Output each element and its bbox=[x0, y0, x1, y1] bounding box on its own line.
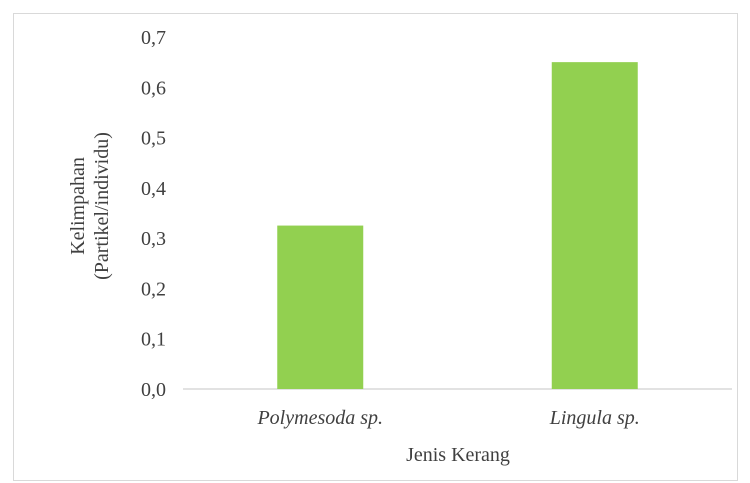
y-axis-title-line-1: Kelimpahan bbox=[67, 157, 89, 255]
bars bbox=[277, 62, 638, 390]
y-tick-label: 0,1 bbox=[141, 329, 166, 351]
x-axis-title: Jenis Kerang bbox=[406, 444, 510, 466]
y-tick-label: 0,4 bbox=[141, 178, 166, 200]
y-axis-title-line-2: (Partikel/individu) bbox=[91, 132, 113, 280]
x-tick-label: Lingula sp. bbox=[549, 407, 640, 429]
y-tick-label: 0,2 bbox=[141, 278, 166, 300]
category-labels: Polymesoda sp. Lingula sp. bbox=[256, 407, 639, 429]
y-tick-label: 0,6 bbox=[141, 77, 166, 99]
y-tick-label: 0,0 bbox=[141, 379, 166, 401]
y-axis-title: Kelimpahan (Partikel/individu) bbox=[67, 132, 113, 280]
y-tick-labels: 0,0 0,1 0,2 0,3 0,4 0,5 0,6 0,7 bbox=[141, 27, 166, 401]
y-tick-label: 0,3 bbox=[141, 228, 166, 250]
y-tick-label: 0,5 bbox=[141, 128, 166, 150]
bar bbox=[277, 225, 364, 389]
x-tick-label: Polymesoda sp. bbox=[256, 407, 383, 429]
bar bbox=[551, 62, 638, 390]
y-tick-label: 0,7 bbox=[141, 27, 166, 49]
